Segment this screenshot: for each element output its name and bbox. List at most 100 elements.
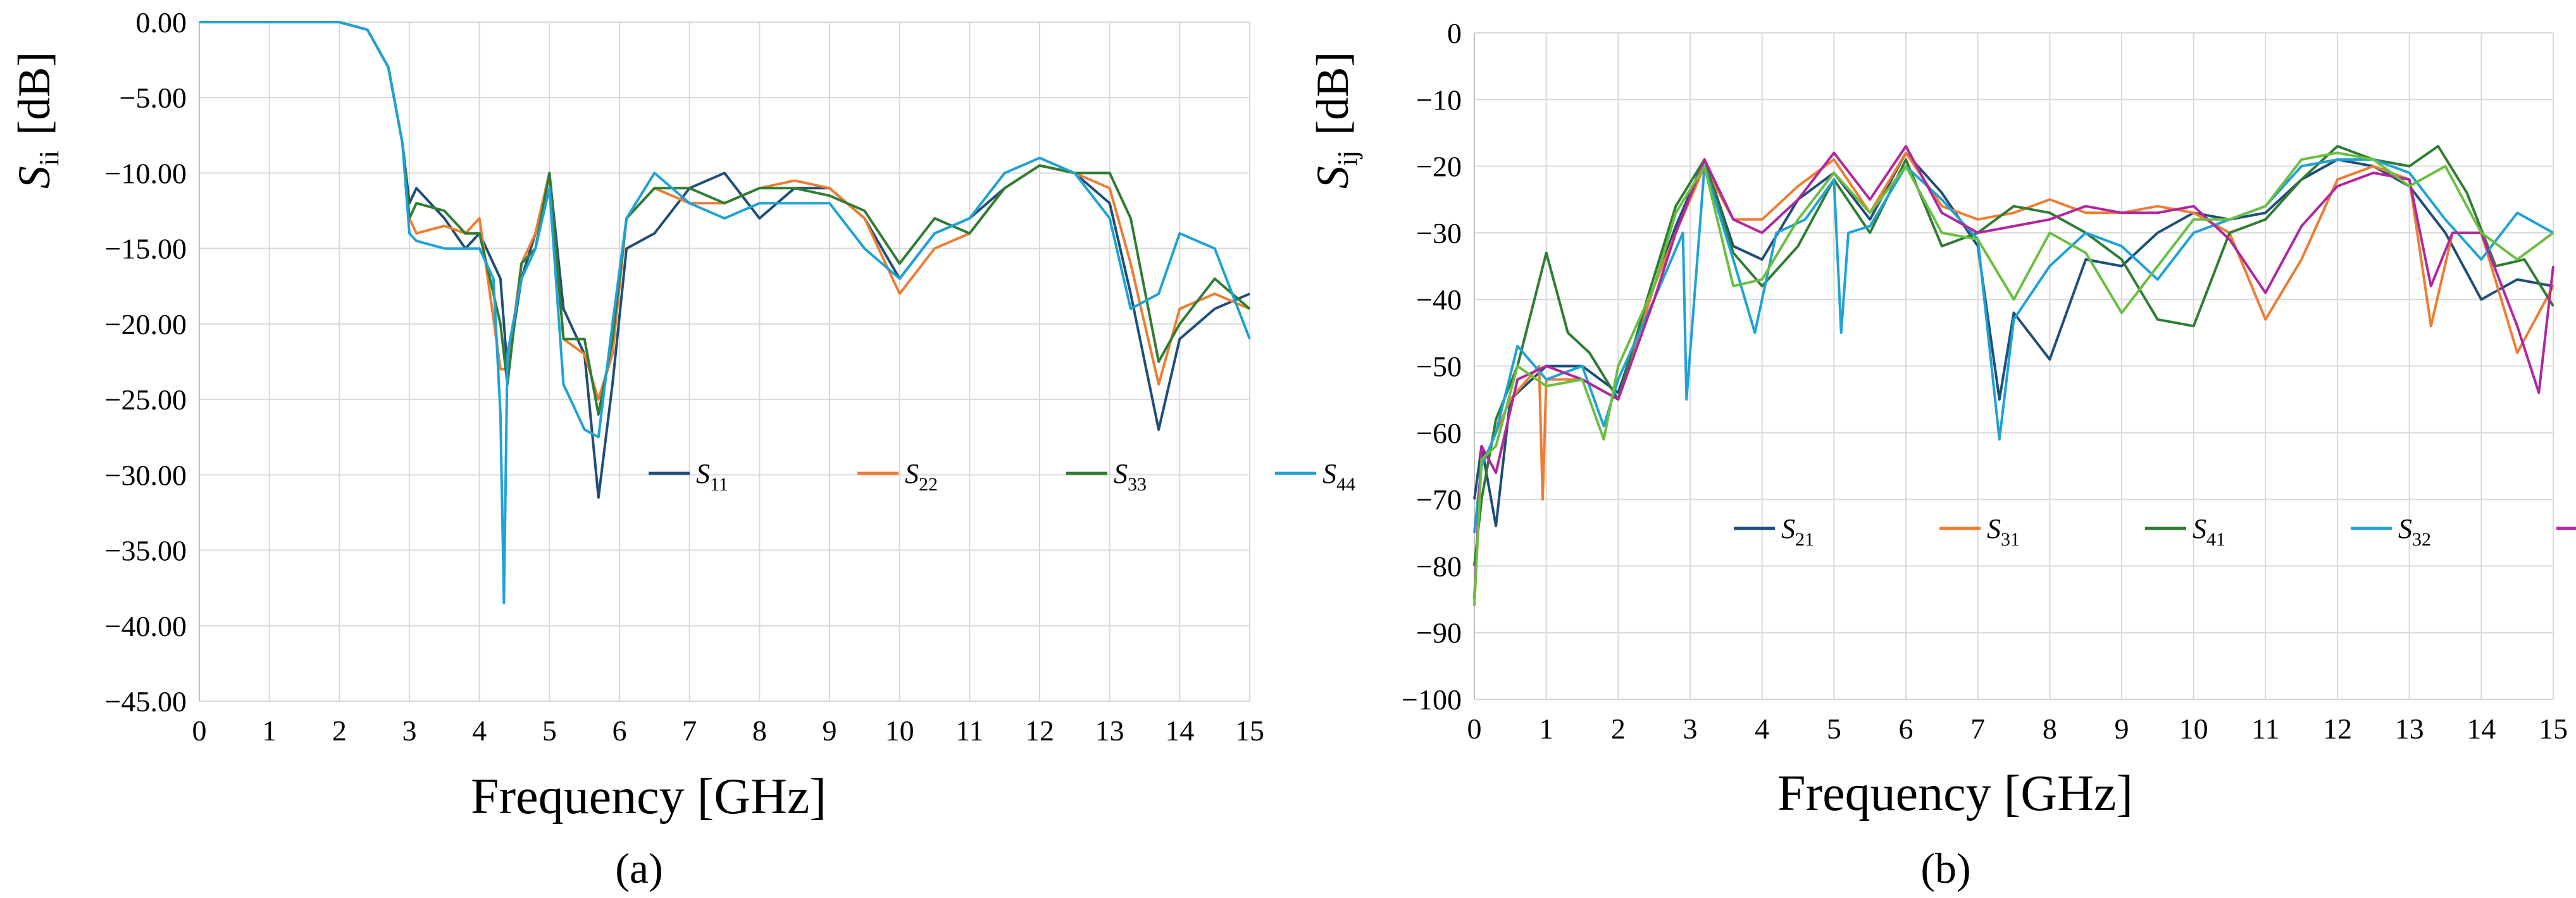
panel-a-legend: S11 S22 S33 S44 <box>649 458 1355 495</box>
panel-b-x-tick-label: 11 <box>2251 713 2279 745</box>
panel-b-y-tick-label: −70 <box>1416 483 1462 516</box>
panel-b-ylabel-symbol: S <box>1307 166 1358 189</box>
panel-a-legend-label: S22 <box>905 458 938 495</box>
panel-b-legend-label: S41 <box>2193 513 2225 550</box>
panel-a-x-tick-label: 8 <box>752 714 767 747</box>
panel-b-ylabel-unit: [dB] <box>1307 52 1358 135</box>
panel-a-x-axis-title: Frequency [GHz] <box>471 769 826 825</box>
panel-a-y-tick-label: −35.00 <box>105 535 187 567</box>
panel-b-x-tick-label: 15 <box>2539 713 2568 745</box>
panel-b-x-tick-label: 9 <box>2115 713 2129 745</box>
panel-a-x-tick-label: 6 <box>613 714 627 747</box>
panel-a-x-tick-label: 9 <box>823 714 837 747</box>
panel-b-label: (b) <box>1920 844 1970 892</box>
panel-b-x-tick-label: 10 <box>2179 713 2208 745</box>
panel-b-series-S41 <box>1473 145 2554 566</box>
chart-panel-a: 0 1 2 3 4 5 6 7 8 9 10 11 12 13 14 150.00−5.00−10.00−15… <box>9 6 1355 892</box>
panel-a-ylabel-unit: [dB] <box>9 52 59 135</box>
panel-a-legend-entry-S44: S44 <box>1275 458 1355 495</box>
panel-a-y-tick-label: −5.00 <box>120 82 187 114</box>
panel-a-ticks: 0 1 2 3 4 5 6 7 8 9 10 11 12 13 14 150.00−5.00−10.00−15… <box>105 6 1264 747</box>
panel-a-y-tick-label: −40.00 <box>105 610 187 642</box>
panel-b-x-tick-label: 14 <box>2467 713 2496 745</box>
panel-a-y-tick-label: −25.00 <box>105 384 187 416</box>
panel-a-legend-entry-S11: S11 <box>649 458 728 495</box>
panel-a-legend-label: S33 <box>1114 458 1147 495</box>
panel-b-x-tick-label: 1 <box>1539 713 1553 745</box>
panel-a-y-tick-label: −30.00 <box>105 459 187 491</box>
chart-panel-b: 0 1 2 3 4 5 6 7 8 9 10 11 12 13 14 150−10−20−30−40−50−6… <box>1307 17 2576 892</box>
panel-b-y-tick-label: −40 <box>1416 284 1462 316</box>
panel-a-series-S22 <box>199 21 1250 401</box>
panel-a-x-tick-label: 2 <box>332 714 347 747</box>
panel-b-series-S43 <box>1473 151 2554 606</box>
panel-b-y-tick-label: −10 <box>1416 84 1462 116</box>
panel-a-label: (a) <box>615 844 663 892</box>
panel-b-y-tick-label: −100 <box>1402 683 1462 716</box>
svg-text:Sij[dB]: Sij [dB] <box>1307 52 1363 189</box>
panel-a-x-tick-label: 0 <box>192 714 207 747</box>
panel-b-y-tick-label: −20 <box>1416 151 1462 183</box>
panel-b-legend-label: S31 <box>1987 513 2020 550</box>
panel-a-series-S11 <box>199 21 1250 499</box>
panel-b-x-axis-title: Frequency [GHz] <box>1777 766 2133 821</box>
panel-a-series <box>199 21 1251 604</box>
panel-b-x-tick-label: 8 <box>2043 713 2057 745</box>
panel-b-x-tick-label: 5 <box>1827 713 1841 745</box>
panel-a-x-tick-label: 10 <box>885 714 914 747</box>
panel-a-y-tick-label: −15.00 <box>105 233 187 265</box>
panel-b-grid <box>1474 32 2554 700</box>
panel-b-legend-entry-S21: S21 <box>1734 513 1814 550</box>
panel-a-x-tick-label: 12 <box>1025 714 1054 747</box>
panel-b-series <box>1473 145 2554 606</box>
panel-a-x-tick-label: 5 <box>542 714 557 747</box>
panel-a-x-tick-label: 7 <box>682 714 697 747</box>
panel-b-ticks: 0 1 2 3 4 5 6 7 8 9 10 11 12 13 14 150−10−20−30−40−50−6… <box>1402 17 2568 745</box>
panel-b-series-S31 <box>1473 151 2554 533</box>
panel-a-y-tick-label: −20.00 <box>105 308 187 340</box>
panel-b-x-tick-label: 2 <box>1611 713 1626 745</box>
panel-b-legend-label: S21 <box>1781 513 1814 550</box>
panel-b-legend-entry-S42: S42 <box>2556 527 2576 530</box>
panel-a-ylabel-sub: ii <box>34 151 65 166</box>
panel-a-grid <box>199 22 1250 702</box>
panel-a-y-axis-title: Sii [dB] <box>9 52 65 189</box>
panel-a-x-tick-label: 4 <box>472 714 487 747</box>
panel-a-legend-label: S11 <box>696 458 728 495</box>
panel-b-x-tick-label: 7 <box>1970 713 1985 745</box>
panel-a-legend-label: S44 <box>1322 458 1355 495</box>
panel-b-legend-label: S32 <box>2398 513 2431 550</box>
panel-b-legend-entry-S41: S41 <box>2145 513 2225 550</box>
panel-a-y-tick-label: −10.00 <box>105 157 187 189</box>
panel-b-x-tick-label: 6 <box>1899 713 1913 745</box>
panel-b-x-tick-label: 12 <box>2323 713 2352 745</box>
panel-b-y-tick-label: 0 <box>1447 17 1462 49</box>
panel-b-x-tick-label: 0 <box>1467 713 1482 745</box>
panel-b-y-tick-label: −30 <box>1416 217 1462 249</box>
panel-b-legend-entry-S31: S31 <box>1939 513 2020 550</box>
panel-a-x-tick-label: 14 <box>1165 714 1194 747</box>
panel-b-ylabel-sub: ij <box>1332 151 1363 166</box>
panel-b-y-tick-label: −90 <box>1416 617 1462 649</box>
panel-b-y-axis-title: Sij [dB] <box>1307 52 1363 189</box>
panel-a-x-tick-label: 15 <box>1235 714 1264 747</box>
panel-b-y-tick-label: −80 <box>1416 550 1462 582</box>
panel-a-legend-entry-S22: S22 <box>857 458 938 495</box>
panel-a-y-tick-label: 0.00 <box>136 6 187 39</box>
panel-b-x-tick-label: 4 <box>1755 713 1769 745</box>
panel-a-x-tick-label: 13 <box>1095 714 1124 747</box>
panel-a-legend-entry-S33: S33 <box>1066 458 1147 495</box>
panel-b-legend-entry-S32: S32 <box>2351 513 2431 550</box>
panel-a-x-tick-label: 1 <box>262 714 277 747</box>
panel-b-legend: S21S31S41S32S42S43 <box>1734 513 2576 550</box>
panel-a-x-tick-label: 11 <box>955 714 983 747</box>
panel-a-ylabel-symbol: S <box>9 166 59 189</box>
panel-b-x-tick-label: 13 <box>2395 713 2424 745</box>
panel-a-y-tick-label: −45.00 <box>105 685 187 718</box>
svg-text:Sii[dB]: Sii [dB] <box>9 52 65 189</box>
panel-b-x-tick-label: 3 <box>1683 713 1698 745</box>
panel-a-x-tick-label: 3 <box>402 714 417 747</box>
panel-b-y-tick-label: −50 <box>1416 351 1462 383</box>
panel-a-series-S44 <box>199 21 1251 604</box>
